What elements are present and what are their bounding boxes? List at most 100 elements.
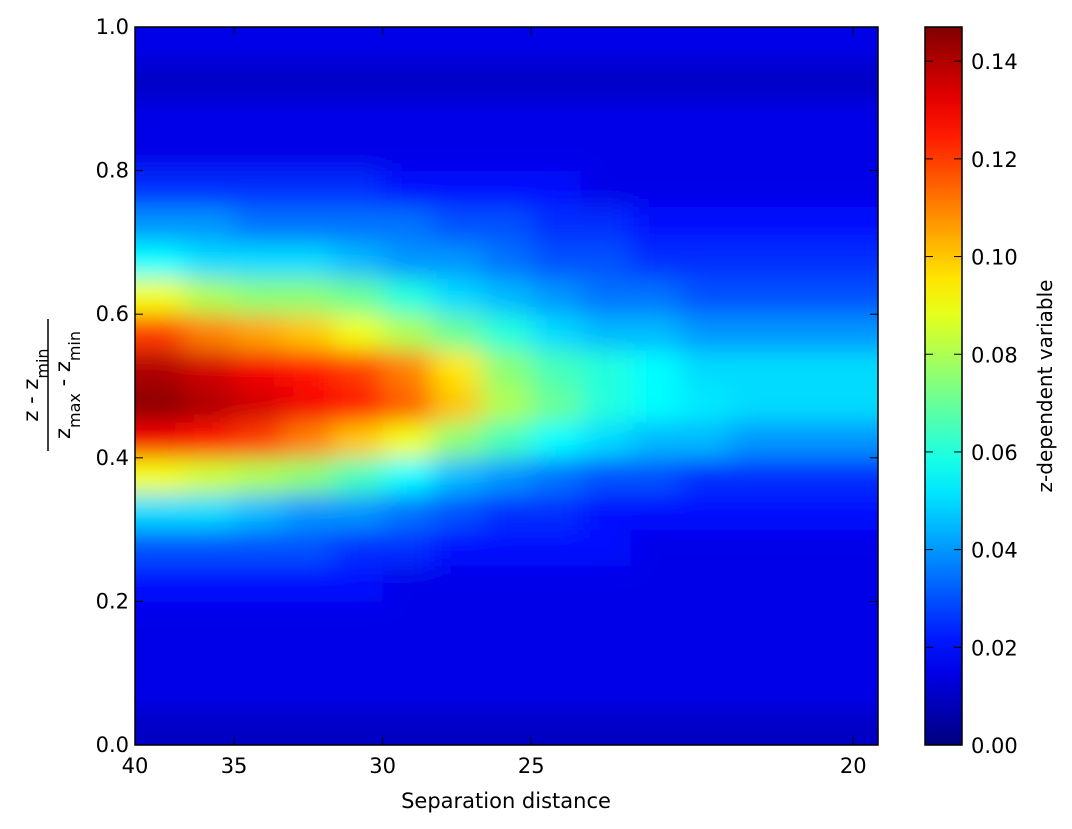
heat-cell (828, 314, 878, 351)
heat-cell (729, 421, 780, 459)
heat-cell (679, 673, 730, 710)
heat-cell (828, 134, 878, 172)
heat-cell (184, 565, 235, 602)
heat-cell (184, 134, 235, 172)
x-tick-label: 25 (518, 754, 545, 778)
colorbar-tick-label: 0.02 (971, 636, 1018, 660)
heat-cell (283, 350, 334, 387)
heat-cell (432, 62, 483, 100)
heat-cell (382, 206, 433, 243)
heat-cell (630, 62, 681, 100)
heat-cell (135, 314, 186, 351)
heat-cell (184, 529, 235, 566)
heat-cell (234, 27, 285, 64)
heat-cell (184, 493, 235, 531)
heat-cell (382, 134, 433, 172)
heat-cell (531, 601, 582, 638)
heat-cell (828, 242, 878, 279)
heat-cell (729, 206, 780, 243)
heat-cell (432, 709, 483, 745)
heat-cell (580, 493, 631, 531)
heat-cell (630, 278, 681, 315)
heat-cell (234, 278, 285, 315)
heat-cell (432, 493, 483, 531)
heat-cell (679, 62, 730, 100)
heat-cell (580, 637, 631, 674)
heat-cell (184, 62, 235, 100)
heat-cell (333, 98, 384, 136)
heat-cell (630, 314, 681, 351)
heat-cell (679, 206, 730, 243)
heat-cell (135, 637, 186, 674)
colorbar-tick-label: 0.08 (971, 343, 1018, 367)
heat-cell (531, 278, 582, 315)
heat-cell (679, 457, 730, 495)
heat-cell (778, 529, 829, 566)
heat-cell (283, 421, 334, 459)
heat-cell (580, 314, 631, 351)
colorbar-tick-label: 0.04 (971, 539, 1018, 563)
heat-cell (333, 134, 384, 172)
colorbar-tick-label: 0.00 (971, 734, 1018, 758)
heat-cell (531, 529, 582, 566)
heat-cell (283, 709, 334, 745)
label-sub: max (65, 393, 84, 428)
heat-cell (382, 62, 433, 100)
heat-cell (531, 62, 582, 100)
label-part: z - z (19, 379, 43, 422)
y-tick-label: 0.2 (96, 589, 129, 613)
heat-cell (333, 493, 384, 531)
heat-cell (432, 637, 483, 674)
heatmap (135, 27, 878, 745)
heat-cell (135, 565, 186, 602)
heat-cell (679, 529, 730, 566)
heat-cell (778, 62, 829, 100)
heat-cell (828, 27, 878, 64)
heat-cell (283, 27, 334, 64)
heat-cell (184, 242, 235, 279)
heat-cell (630, 709, 681, 745)
heat-cell (184, 350, 235, 387)
colorbar-label: z-dependent variable (1033, 280, 1057, 493)
heat-cell (234, 457, 285, 495)
heat-cell (679, 27, 730, 64)
heat-cell (283, 62, 334, 100)
heat-cell (531, 493, 582, 531)
heat-cell (432, 242, 483, 279)
heat-cell (679, 242, 730, 279)
heat-cell (630, 673, 681, 710)
heat-cell (184, 314, 235, 351)
heat-cell (531, 565, 582, 602)
heat-cell (333, 62, 384, 100)
heat-cell (580, 421, 631, 459)
heat-cell (580, 601, 631, 638)
heat-cell (234, 565, 285, 602)
heat-cell (828, 493, 878, 531)
heat-cell (828, 350, 878, 387)
heat-cell (283, 673, 334, 710)
heat-cell (234, 98, 285, 136)
heat-cell (630, 134, 681, 172)
heat-cell (184, 637, 235, 674)
heat-cell (234, 601, 285, 638)
heat-cell (778, 134, 829, 172)
heat-cell (382, 565, 433, 602)
heat-cell (184, 278, 235, 315)
heat-cell (234, 421, 285, 459)
heat-cell (679, 601, 730, 638)
heat-cell (531, 457, 582, 495)
heat-cell (828, 278, 878, 315)
heat-cell (135, 709, 186, 745)
heat-cell (382, 457, 433, 495)
heat-cell (382, 242, 433, 279)
y-tick-label: 1.0 (96, 15, 129, 39)
y-tick-label: 0.6 (96, 302, 129, 326)
heat-cell (531, 709, 582, 745)
heat-cell (234, 206, 285, 243)
heat-cell (679, 278, 730, 315)
heat-cell (729, 529, 780, 566)
heat-cell (382, 673, 433, 710)
heat-cell (283, 206, 334, 243)
heat-cell (382, 170, 433, 207)
